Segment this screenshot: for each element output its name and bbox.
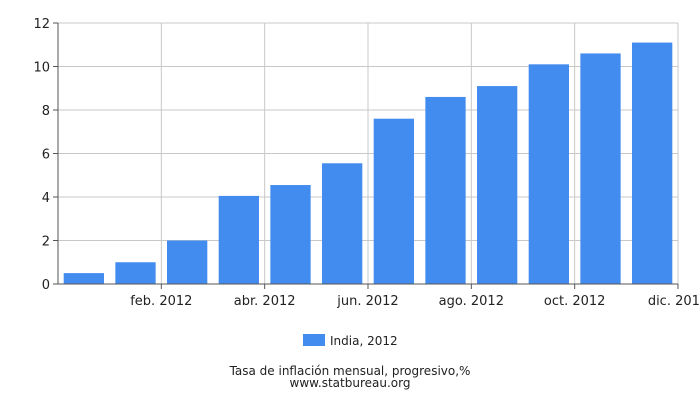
x-tick-labels: feb. 2012 abr. 2012 jun. 2012 ago. 2012 oct.… [130, 294, 700, 309]
bar [528, 64, 569, 284]
y-tick-label: 12 [33, 17, 50, 32]
x-tick-label: abr. 2012 [234, 294, 296, 309]
bar [115, 262, 156, 284]
bar [218, 195, 259, 284]
y-tick-label: 8 [42, 104, 50, 119]
y-tick-label: 2 [42, 235, 50, 250]
x-tick-label: ago. 2012 [439, 294, 504, 309]
bar [632, 42, 673, 285]
x-tick-label: oct. 2012 [544, 294, 606, 309]
bar [580, 53, 621, 285]
y-tick-label: 10 [33, 61, 50, 76]
chart-source: www.statbureau.org [290, 376, 411, 390]
legend-swatch [303, 334, 325, 346]
bar [167, 240, 208, 284]
bar [322, 163, 363, 284]
axes [53, 22, 679, 289]
x-tick-label: feb. 2012 [130, 294, 192, 309]
grid-lines [58, 22, 679, 284]
y-tick-labels: 0 2 4 6 8 10 12 [33, 17, 50, 293]
x-tick-label: dic. 2012 [648, 294, 700, 309]
y-tick-label: 4 [42, 191, 50, 206]
bar [425, 96, 466, 284]
legend: India, 2012 [303, 334, 398, 348]
legend-label: India, 2012 [330, 334, 398, 348]
bar [477, 86, 518, 284]
bar [63, 273, 104, 284]
bar [373, 118, 414, 284]
y-tick-label: 0 [42, 278, 50, 293]
chart-caption: Tasa de inflación mensual, progresivo,% [229, 364, 471, 378]
y-tick-label: 6 [42, 148, 50, 163]
x-tick-label: jun. 2012 [336, 294, 398, 309]
bar [270, 185, 311, 284]
bars [63, 42, 673, 285]
